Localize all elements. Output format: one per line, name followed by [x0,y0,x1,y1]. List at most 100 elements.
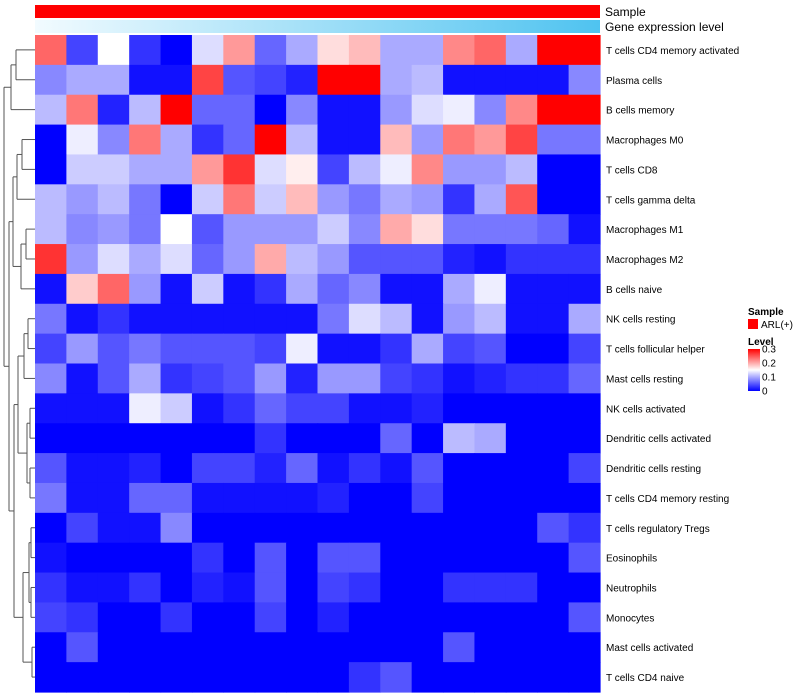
heatmap-cell [380,35,413,66]
heatmap-cell [129,393,162,424]
heatmap-cell [286,303,319,335]
heatmap-cell [317,662,350,693]
heatmap-cell [254,303,287,335]
heatmap-cell [160,542,193,574]
heatmap-cell [411,244,444,275]
heatmap-cell [286,184,319,215]
heatmap-cell [97,393,130,424]
heatmap-cell [505,662,538,693]
heatmap-cell [348,333,381,365]
heatmap-cell [223,482,256,514]
heatmap-cell [35,214,67,245]
gene-expression-track-label: Gene expression level [605,20,724,34]
heatmap-cell [286,632,319,663]
heatmap-cell [66,154,99,185]
heatmap-cell [537,632,570,663]
heatmap-cell [568,94,601,126]
heatmap-cell [537,423,570,454]
heatmap-cell [505,64,538,96]
heatmap-cell [286,273,319,305]
heatmap-cell [411,94,444,126]
heatmap-cell [254,662,287,693]
heatmap-cell [223,512,256,544]
heatmap-cell [129,542,162,574]
heatmap-cell [191,602,224,633]
heatmap-cell [568,512,601,544]
heatmap-cell [254,453,287,484]
heatmap-cell [35,542,67,574]
heatmap-cell [380,154,413,185]
heatmap-cell [191,184,224,215]
heatmap-cell [191,453,224,484]
heatmap-cell [191,333,224,365]
heatmap-cell [443,184,476,215]
heatmap-cell [411,214,444,245]
heatmap-cell [66,423,99,454]
heatmap-cell [411,273,444,305]
heatmap-cell [380,303,413,335]
heatmap-cell [317,154,350,185]
row-label: B cells naive [606,285,663,296]
heatmap-cell [97,482,130,514]
heatmap-cell [568,482,601,514]
heatmap-cell [380,632,413,663]
legend-sample-title: Sample [748,307,784,318]
heatmap-cell [191,542,224,574]
heatmap-cell [505,602,538,633]
heatmap-cell [286,154,319,185]
heatmap-cell [537,214,570,245]
heatmap-cell [66,482,99,514]
heatmap-cell [254,154,287,185]
heatmap-cell [348,572,381,604]
heatmap-cell [537,482,570,514]
heatmap-cell [160,602,193,633]
heatmap-cell [537,393,570,424]
heatmap-cell [160,423,193,454]
heatmap-cell [317,244,350,275]
heatmap-cell [160,482,193,514]
heatmap-cell [505,423,538,454]
heatmap-cell [443,303,476,335]
row-labels: T cells CD4 memory activated Plasma cells… [606,46,739,684]
heatmap-cell [286,423,319,454]
heatmap-cell [474,184,507,215]
heatmap-cell [474,542,507,574]
row-label: Macrophages M2 [606,255,684,266]
heatmap-cell [411,602,444,633]
heatmap-cell [505,94,538,126]
heatmap-cell [317,512,350,544]
heatmap-cell [537,94,570,126]
heatmap-cell [35,423,67,454]
heatmap-cell [129,303,162,335]
heatmap-cell [411,35,444,66]
heatmap-cell [474,94,507,126]
heatmap-cell [537,35,570,66]
gene-expression-annotation-bar [35,20,600,33]
heatmap-cell [380,94,413,126]
heatmap-cell [443,602,476,633]
heatmap-cell [380,602,413,633]
sample-track-label: Sample [605,5,646,19]
heatmap-cell [317,363,350,394]
heatmap-cell [254,542,287,574]
heatmap-cell [223,35,256,66]
heatmap-cell [160,393,193,424]
heatmap-cell [286,602,319,633]
row-label: Mast cells resting [606,374,683,385]
heatmap-cell [191,35,224,66]
heatmap-cell [160,64,193,96]
heatmap-cell [97,662,130,693]
heatmap-cell [97,602,130,633]
heatmap-cell [191,512,224,544]
heatmap-cell [97,333,130,365]
heatmap-cell [411,363,444,394]
heatmap-cell [97,303,130,335]
heatmap-cell [411,184,444,215]
heatmap-cell [129,94,162,126]
heatmap-cell [223,602,256,633]
heatmap-cell [129,333,162,365]
heatmap-cell [568,662,601,693]
heatmap-cell [129,214,162,245]
heatmap-cell [66,453,99,484]
